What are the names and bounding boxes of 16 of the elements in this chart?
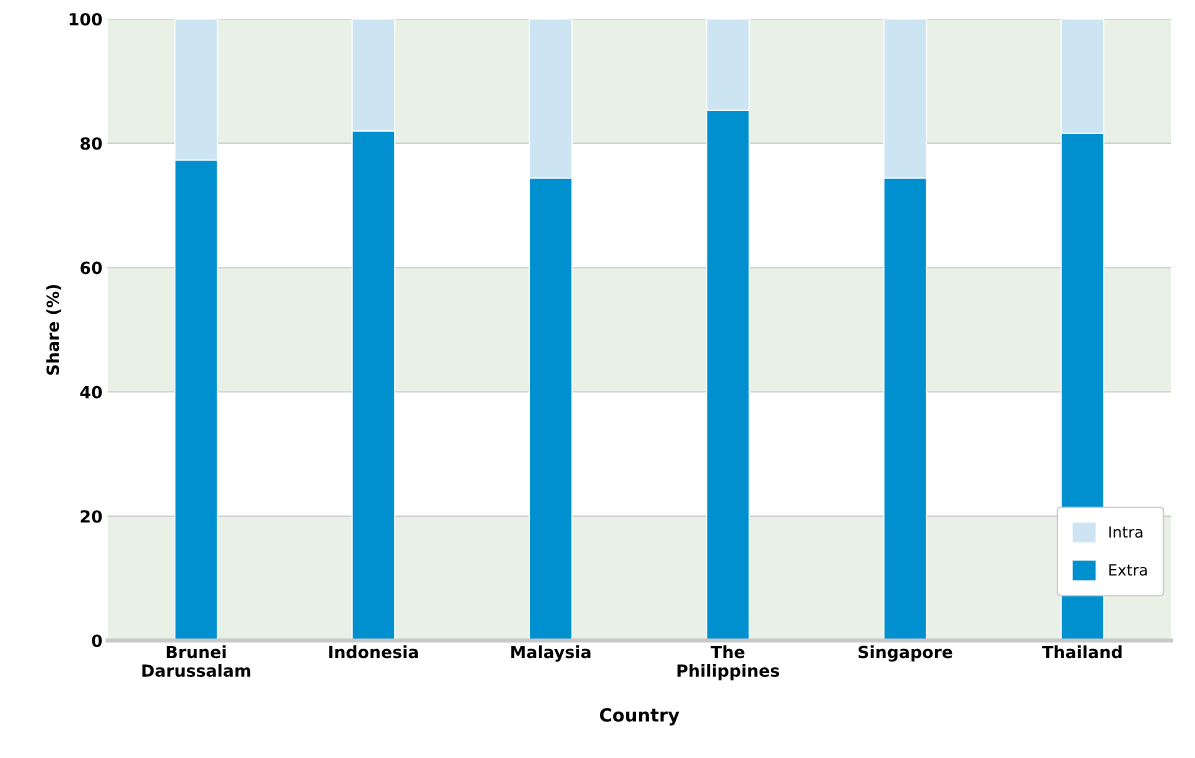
x-tick-label: Thailand [1042,645,1122,659]
y-tick-label: 40 [80,385,102,399]
y-tick-label: 100 [69,12,102,26]
x-axis-title: Country [599,708,680,726]
legend-label: Intra [1109,526,1143,538]
x-tick-label: Indonesia [329,645,418,659]
y-tick-label: 80 [80,137,102,150]
y-tick-label: 0 [91,634,102,648]
legend-label: Extra [1109,564,1147,576]
x-tick-label: Singapore [858,645,953,662]
x-tick-label: Malaysia [511,645,591,662]
y-axis-title: Share (%) [46,284,62,375]
y-tick-label: 20 [80,510,102,523]
x-tick-label: The Philippines [677,645,780,681]
y-tick-label: 60 [80,261,102,275]
x-tick-label: Brunei Darussalam [142,645,251,677]
